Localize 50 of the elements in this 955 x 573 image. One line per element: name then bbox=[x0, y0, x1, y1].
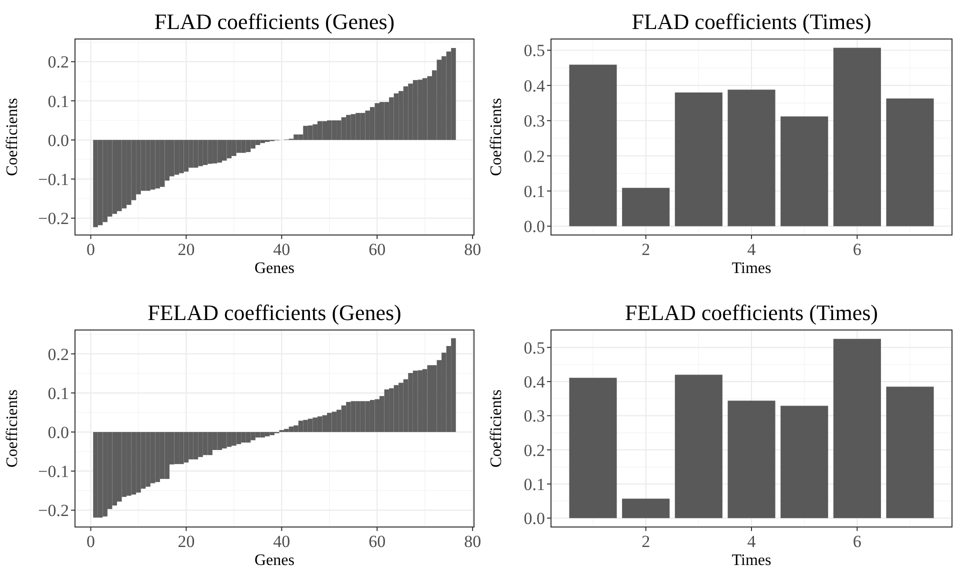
y-tick-label: −0.2 bbox=[38, 209, 69, 228]
y-tick-label: 0.3 bbox=[524, 112, 545, 131]
y-tick-label: 0.2 bbox=[524, 440, 545, 460]
y-tick-label: −0.2 bbox=[38, 501, 69, 520]
x-tick-label: 60 bbox=[368, 532, 386, 551]
x-tick-label: 80 bbox=[464, 240, 482, 259]
x-tick-label: 20 bbox=[178, 240, 195, 259]
y-tick-label: 0.1 bbox=[524, 182, 545, 201]
y-tick-label: 0.1 bbox=[524, 474, 545, 494]
y-tick-label: 0.2 bbox=[48, 344, 69, 364]
y-tick-label: 0.4 bbox=[524, 76, 546, 96]
chart-title: FELAD coefficients (Genes) bbox=[148, 300, 402, 325]
y-tick-label: −0.1 bbox=[38, 462, 69, 482]
x-tick-label: 40 bbox=[273, 240, 290, 259]
x-tick-label: 6 bbox=[852, 240, 862, 259]
x-tick-label: 60 bbox=[368, 240, 386, 259]
y-axis-title: Coefficients bbox=[4, 390, 21, 468]
chart-title: FLAD coefficients (Genes) bbox=[154, 9, 395, 34]
y-tick-label: −0.1 bbox=[38, 170, 69, 190]
x-tick-label: 20 bbox=[178, 532, 195, 551]
y-axis-title: Coefficients bbox=[488, 98, 505, 176]
y-tick-label: 0.1 bbox=[48, 384, 69, 403]
y-tick-label: 0.4 bbox=[524, 372, 546, 392]
y-tick-label: 0.5 bbox=[524, 338, 545, 358]
y-tick-label: 0.0 bbox=[48, 130, 69, 150]
y-tick-label: 0.2 bbox=[48, 52, 69, 72]
x-tick-label: 6 bbox=[852, 532, 862, 551]
y-tick-label: 0.0 bbox=[524, 509, 545, 528]
x-tick-label: 2 bbox=[642, 240, 650, 259]
x-axis-title: Genes bbox=[254, 552, 294, 569]
y-axis-title: Coefficients bbox=[4, 98, 21, 176]
x-axis-title: Genes bbox=[254, 260, 294, 277]
y-tick-label: 0.0 bbox=[48, 422, 69, 442]
x-axis-title: Times bbox=[732, 260, 772, 277]
x-axis-title: Times bbox=[732, 552, 772, 569]
x-tick-label: 80 bbox=[464, 532, 482, 551]
chart-title: FLAD coefficients (Times) bbox=[632, 9, 872, 34]
x-tick-label: 0 bbox=[86, 532, 95, 551]
chart-title: FELAD coefficients (Times) bbox=[625, 300, 878, 325]
x-tick-label: 4 bbox=[747, 240, 756, 259]
x-tick-label: 0 bbox=[86, 240, 95, 259]
y-tick-label: 0.0 bbox=[524, 217, 545, 236]
y-tick-label: 0.1 bbox=[48, 92, 69, 111]
x-tick-label: 40 bbox=[273, 532, 290, 551]
x-tick-label: 4 bbox=[747, 532, 756, 551]
y-tick-label: 0.5 bbox=[524, 41, 545, 60]
x-tick-label: 2 bbox=[642, 532, 650, 551]
y-tick-label: 0.2 bbox=[524, 146, 545, 166]
y-tick-label: 0.3 bbox=[524, 406, 545, 426]
y-axis-title: Coefficients bbox=[488, 390, 505, 468]
